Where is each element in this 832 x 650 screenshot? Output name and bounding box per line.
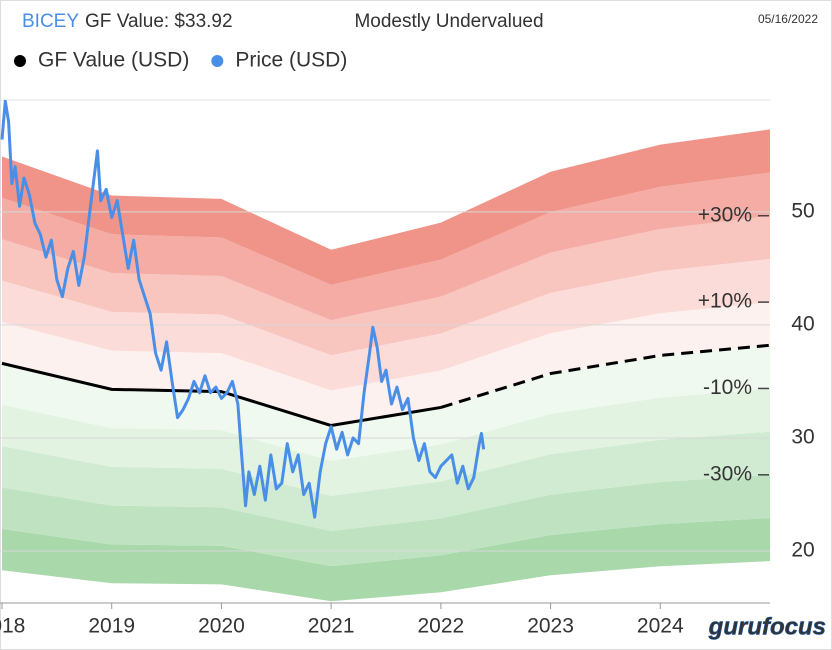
y-tick-label: 20 xyxy=(791,539,814,562)
x-tick-label: 2019 xyxy=(88,615,135,638)
valuation-band xyxy=(2,129,770,285)
legend: GF Value (USD) Price (USD) xyxy=(14,49,347,72)
band-label: -10% xyxy=(703,376,752,399)
y-tick-label: 50 xyxy=(791,199,814,222)
valuation-band xyxy=(2,172,770,321)
band-label: -30% xyxy=(703,462,752,485)
x-tick-label: 2020 xyxy=(198,615,245,638)
logo: gurufocus xyxy=(708,613,826,640)
lines xyxy=(0,100,770,519)
x-tick-label: 2021 xyxy=(308,615,355,638)
bands xyxy=(2,129,770,602)
ticker: BICEY xyxy=(22,11,79,32)
price-line xyxy=(0,100,486,519)
valuation-band xyxy=(2,345,770,461)
y-tick-label: 30 xyxy=(791,426,814,449)
valuation-band xyxy=(2,474,770,567)
valuation-band xyxy=(2,431,770,531)
gf-value-projection xyxy=(440,343,770,409)
legend-marker xyxy=(211,55,224,67)
legend-label: Price (USD) xyxy=(235,49,347,72)
valuation-band xyxy=(2,215,770,356)
valuation-status: Modestly Undervalued xyxy=(354,11,543,32)
header-title: BICEY GF Value: $33.92 xyxy=(22,11,233,32)
x-tick-label: 2024 xyxy=(637,615,684,638)
x-tick-label: 2018 xyxy=(0,615,25,638)
date: 05/16/2022 xyxy=(758,12,818,26)
valuation-band xyxy=(2,258,770,391)
x-tick-label: 2022 xyxy=(417,615,464,638)
x-tick-label: 2023 xyxy=(527,615,574,638)
valuation-band xyxy=(2,388,770,496)
band-label: +30% xyxy=(698,203,752,226)
gf-value-line xyxy=(1,361,442,428)
y-tick-label: 40 xyxy=(791,312,814,335)
valuation-band xyxy=(2,517,770,602)
band-label: +10% xyxy=(698,290,752,313)
legend-marker xyxy=(14,55,26,67)
gf-value-title: GF Value: $33.92 xyxy=(85,11,233,32)
valuation-band xyxy=(2,302,770,426)
grid xyxy=(0,99,770,552)
axes: 20 30 40 50 2018 2019 2020 2021 2022 2023 2024 +30%… xyxy=(0,199,815,638)
legend-label: GF Value (USD) xyxy=(38,49,189,72)
